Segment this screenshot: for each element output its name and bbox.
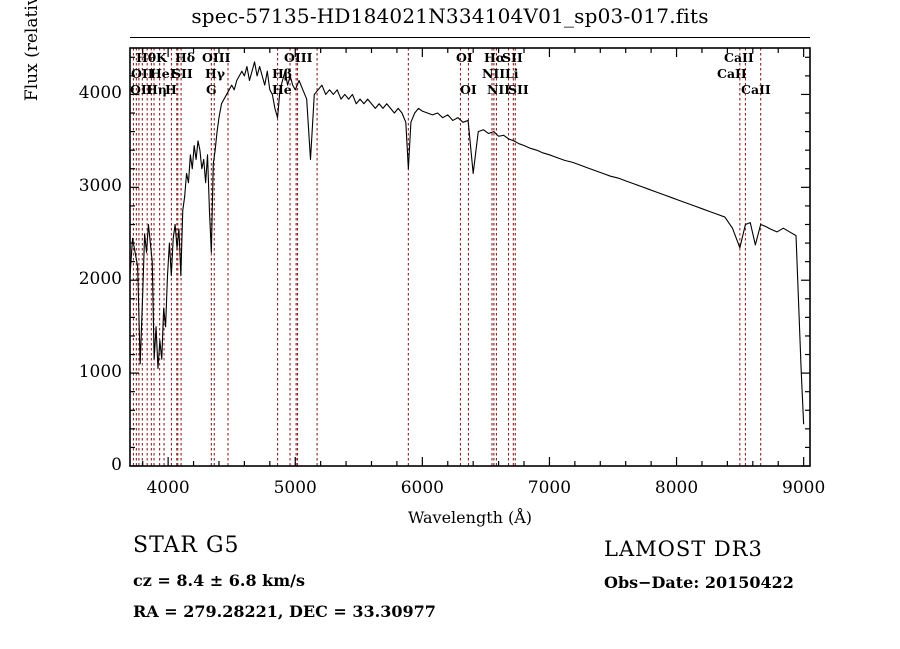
y-tick-2000: 2000: [78, 269, 122, 290]
x-tick-7000: 7000: [527, 478, 572, 498]
x-axis-label: Wavelength (Å): [407, 508, 533, 527]
line-label-He-21: He: [272, 82, 292, 97]
coordinates-text: RA = 279.28221, DEC = 33.30977: [133, 602, 436, 621]
page-title: spec-57135-HD184021N334104V01_sp03-017.f…: [191, 4, 709, 28]
line-label-G-20: G: [206, 82, 217, 97]
y-tick-4000: 4000: [78, 83, 122, 104]
x-tick-4000: 4000: [146, 478, 190, 498]
line-label-OI-22: OI: [460, 82, 477, 97]
line-label-NII-23: NII: [487, 82, 511, 97]
x-tick-9000: 9000: [782, 478, 826, 498]
x-tick-5000: 5000: [273, 478, 317, 498]
x-tick-6000: 6000: [400, 478, 444, 498]
title-divider: [130, 37, 810, 38]
spectral-marker-lines: [132, 48, 762, 466]
plot-axes: [129, 47, 811, 467]
line-label-NII-14: NII: [482, 66, 506, 81]
line-label-CaII-16: CaII: [717, 66, 747, 81]
y-axis-label: Flux (relative): [22, 0, 42, 102]
line-label-Hθ-0: Hθ: [136, 50, 157, 65]
line-label-Hγ-12: Hγ: [205, 66, 226, 81]
y-tick-0: 0: [111, 455, 122, 475]
line-label-Hα-6: Hα: [484, 50, 506, 65]
line-label-SII-24: SII: [508, 82, 529, 97]
line-label-OIII-3: OIII: [202, 50, 231, 65]
observation-date-text: Obs−Date: 20150422: [604, 573, 794, 592]
line-label-SII-11: SII: [172, 66, 193, 81]
line-label-Hδ-2: Hδ: [175, 50, 196, 65]
line-label-K-1: K: [156, 50, 167, 65]
line-label-Hβ-13: Hβ: [272, 66, 293, 81]
spectrum-trace: [129, 61, 805, 425]
line-label-Hη-18: Hη: [146, 82, 167, 97]
line-label-OI-5: OI: [456, 50, 473, 65]
line-label-OII-17: OII: [130, 82, 153, 97]
redshift-velocity-text: cz = 8.4 ± 6.8 km/s: [133, 571, 306, 590]
line-label-SII-7: SII: [502, 50, 523, 65]
y-tick-1000: 1000: [78, 362, 122, 383]
line-label-HeI-10: HeI: [150, 66, 176, 81]
line-label-CaII-8: CaII: [724, 50, 754, 65]
line-label-OIII-4: OIII: [284, 50, 313, 65]
line-label-OII-9: OII: [131, 66, 154, 81]
line-label-CaII-25: CaII: [741, 82, 771, 97]
line-label-H-19: H: [165, 82, 177, 97]
survey-name-text: LAMOST DR3: [604, 537, 763, 561]
y-tick-3000: 3000: [78, 176, 122, 197]
object-class-text: STAR G5: [133, 533, 240, 558]
x-tick-8000: 8000: [654, 478, 699, 498]
line-label-Li-15: Li: [505, 66, 519, 81]
